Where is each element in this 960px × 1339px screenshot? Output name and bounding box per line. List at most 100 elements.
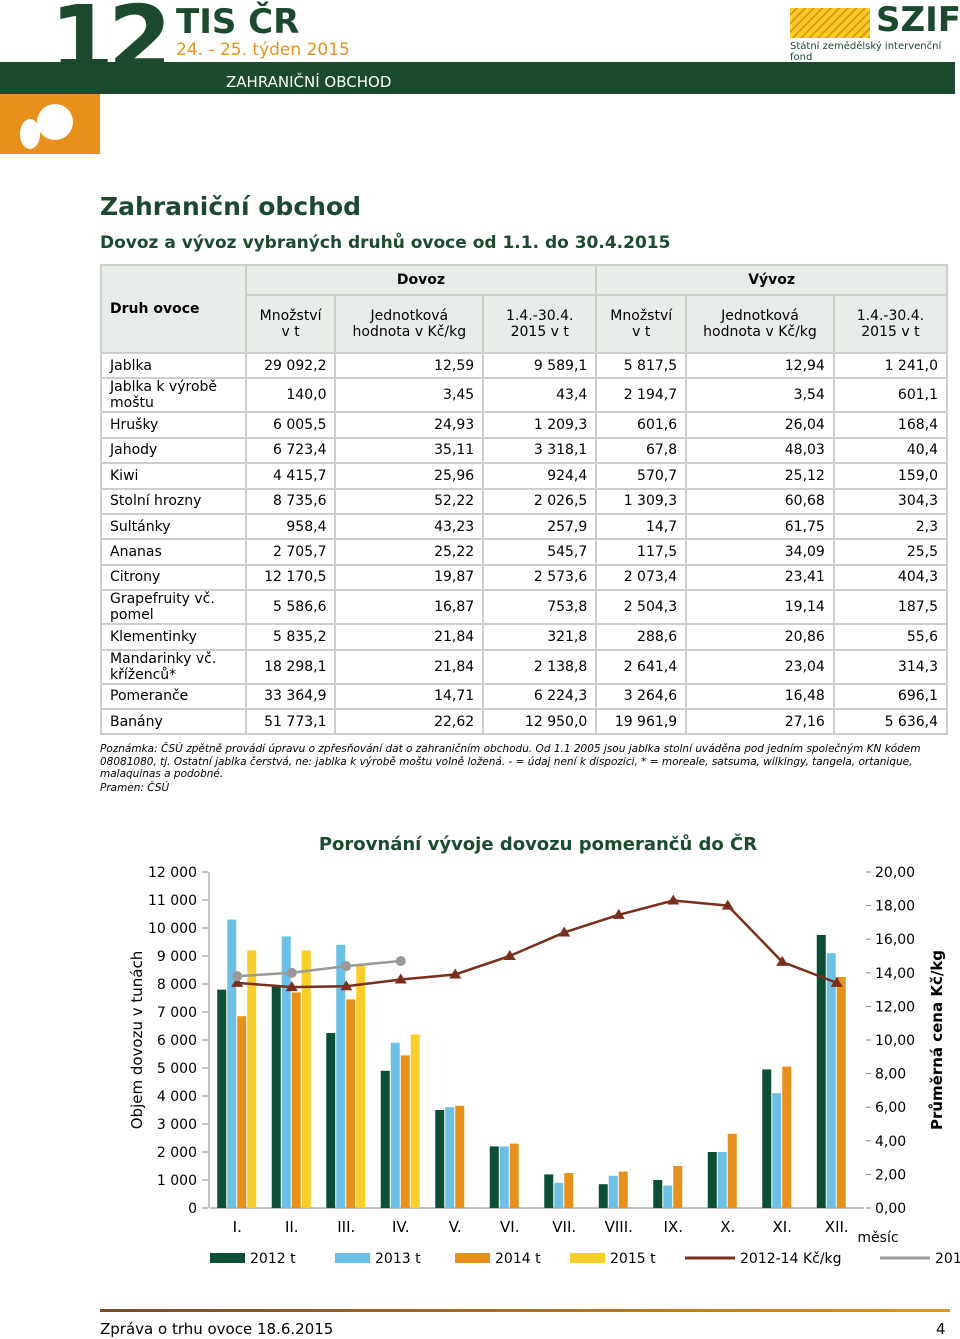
bar <box>336 944 346 1208</box>
cell: 25,22 <box>334 538 485 566</box>
y-tick-label: 6 000 <box>157 1033 197 1049</box>
bar <box>390 1042 400 1208</box>
bar <box>400 1055 410 1208</box>
cell: 2 138,8 <box>482 648 598 685</box>
cell: 26,04 <box>685 411 835 439</box>
footer-rule <box>100 1309 950 1312</box>
cell: Stolní hrozny <box>100 487 247 515</box>
cell: 18 298,1 <box>244 648 337 685</box>
fruit-icon <box>0 94 100 154</box>
cell: 1 209,3 <box>482 411 598 439</box>
y2-tick-label: 0,00 <box>875 1201 906 1217</box>
marker <box>341 961 352 972</box>
cell: 55,6 <box>832 623 949 651</box>
y-tick-label: 8 000 <box>157 977 197 993</box>
title: Zahraniční obchod <box>100 192 362 221</box>
bar <box>509 1143 519 1208</box>
bar <box>247 950 257 1208</box>
bar <box>598 1184 608 1208</box>
bar <box>356 964 366 1208</box>
y2-axis-label: Průměrná cena Kč/kg <box>928 950 946 1130</box>
bar <box>554 1182 564 1208</box>
marker <box>558 926 571 937</box>
y-tick-label: 11 000 <box>148 893 197 909</box>
y2-tick-label: 4,00 <box>875 1134 906 1150</box>
marker <box>612 908 625 919</box>
row: Mandarinky vč. kříženců* 18 298,1 21,84 2 1… <box>100 648 949 685</box>
subtitle: Dovoz a vývoz vybraných druhů ovoce od 1… <box>100 233 671 253</box>
row: Sultánky 958,4 43,23 257,9 14,7 61,75 2,3 <box>100 512 949 541</box>
x-tick-label: X. <box>720 1218 735 1236</box>
logo-sub: Státní zemědělský intervenční fond <box>790 41 942 63</box>
bar <box>727 1133 737 1208</box>
cell: 5 636,4 <box>832 707 949 736</box>
column-header: Jednotková hodnota v Kč/kg <box>334 294 485 354</box>
cell: 2 504,3 <box>595 589 688 626</box>
cell: 52,22 <box>334 487 485 515</box>
cell: 545,7 <box>482 538 598 566</box>
bar <box>380 1070 390 1208</box>
cell: 2 573,6 <box>482 563 598 592</box>
cell: 1 309,3 <box>595 487 688 515</box>
cell: 40,4 <box>832 436 949 465</box>
cell: 168,4 <box>832 411 949 439</box>
logo: SZIF <box>876 0 960 40</box>
cell: Klementinky <box>100 623 247 651</box>
bar <box>707 1152 717 1208</box>
bar <box>227 919 237 1208</box>
row: Grapefruity vč. pomel 5 586,6 16,87 753,8 2 … <box>100 589 949 626</box>
row: Banány 51 773,1 22,62 12 950,0 19 961,9 27,16… <box>100 707 949 736</box>
cell: 753,8 <box>482 589 598 626</box>
bar <box>445 1107 455 1208</box>
bar <box>663 1185 673 1208</box>
y2-tick-label: 16,00 <box>875 932 915 948</box>
x-tick-label: III. <box>337 1218 355 1236</box>
y2-tick-label: 14,00 <box>875 966 915 982</box>
cell: 3,45 <box>334 377 485 414</box>
legend-label: 2012 t <box>250 1251 296 1267</box>
chart: Porovnání vývoje dovozu pomerančů do ČR … <box>128 833 960 1267</box>
bar <box>489 1146 499 1208</box>
y2-tick-label: 2,00 <box>875 1167 906 1183</box>
cell: 2 641,4 <box>595 648 688 685</box>
column-header: Jednotková hodnota v Kč/kg <box>685 294 835 354</box>
cell: 2,3 <box>832 512 949 541</box>
cell: Banány <box>100 707 247 736</box>
marker <box>286 967 297 978</box>
cell: 1 241,0 <box>832 351 949 380</box>
corner: Druh ovoce <box>100 264 247 354</box>
y-tick-label: 1 000 <box>157 1173 197 1189</box>
bar <box>499 1146 509 1208</box>
legend-label: 2015 Kč/kg <box>935 1251 960 1267</box>
cell: 8 735,6 <box>244 487 337 515</box>
bar <box>564 1173 574 1208</box>
cell: Mandarinky vč. kříženců* <box>100 648 247 685</box>
cell: 67,8 <box>595 436 688 465</box>
x-tick-label: XI. <box>773 1218 792 1236</box>
cell: 321,8 <box>482 623 598 651</box>
y-tick-label: 12 000 <box>148 865 197 881</box>
cell: 2 705,7 <box>244 538 337 566</box>
bar <box>410 1034 420 1208</box>
cell: 257,9 <box>482 512 598 541</box>
marker <box>285 981 298 992</box>
cell: 16,48 <box>685 682 835 710</box>
y-tick-label: 3 000 <box>157 1117 197 1133</box>
y-tick-label: 5 000 <box>157 1061 197 1077</box>
cell: 3 264,6 <box>595 682 688 710</box>
cell: Jablka <box>100 351 247 380</box>
row: Stolní hrozny 8 735,6 52,22 2 026,5 1 309,3 6… <box>100 487 949 515</box>
cell: Jablka k výrobě moštu <box>100 377 247 414</box>
bar <box>435 1110 445 1208</box>
cell: 2 194,7 <box>595 377 688 414</box>
row: Hrušky 6 005,5 24,93 1 209,3 601,6 26,04 168,4 <box>100 411 949 439</box>
y2-tick-label: 6,00 <box>875 1100 906 1116</box>
cell: 12 170,5 <box>244 563 337 592</box>
x-tick-label: II. <box>285 1218 299 1236</box>
cell: 5 817,5 <box>595 351 688 380</box>
y-tick-label: 0 <box>188 1201 197 1217</box>
cell: 12 950,0 <box>482 707 598 736</box>
cell: 696,1 <box>832 682 949 710</box>
y-tick-label: 2 000 <box>157 1145 197 1161</box>
bar <box>271 986 281 1208</box>
